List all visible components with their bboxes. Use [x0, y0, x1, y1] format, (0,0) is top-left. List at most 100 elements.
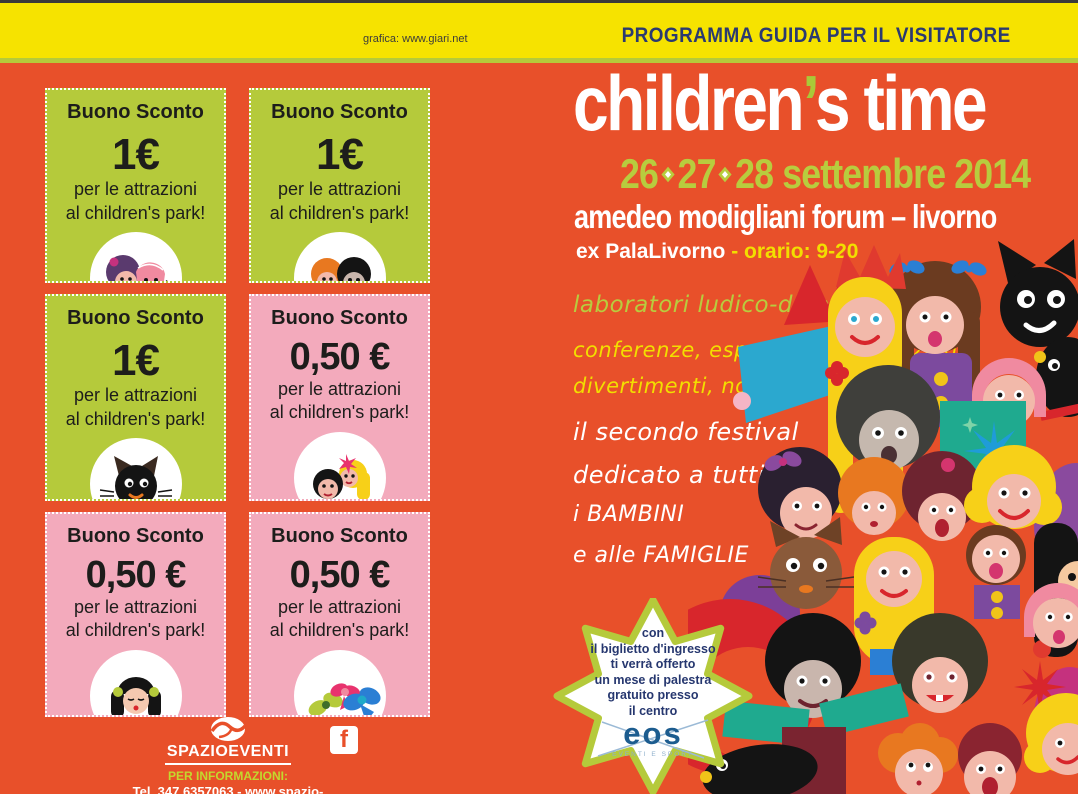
eos-logo: eos EVENTI E SPORT: [548, 716, 758, 759]
tagline-famiglie: e alle FAMIGLIE: [573, 543, 749, 568]
venue-detail-hours: - orario: 9-20: [725, 240, 859, 263]
coupon-title: Buono Sconto: [67, 307, 204, 329]
coupon-title: Buono Sconto: [271, 525, 408, 547]
event-title-main: children: [573, 59, 805, 147]
date-28: 28: [735, 150, 774, 197]
promo-line: con: [641, 626, 665, 640]
black-afro-kid-teal-arms: [722, 613, 909, 794]
event-venue-text: amedeo modigliani forum – livorno: [574, 198, 997, 235]
venue-detail-bold: ex PalaLivorno: [576, 240, 726, 263]
maroon-curly-kid: [902, 451, 982, 541]
promo-line: il biglietto d'ingresso: [590, 641, 716, 656]
black-dog-right: [1034, 337, 1078, 421]
diamond-separator-icon: [661, 167, 675, 183]
tagline-secondo-festival: il secondo festival: [573, 418, 799, 446]
brand-row: SPAZIOEVENTI f: [128, 716, 358, 760]
brand-underline: [165, 763, 291, 765]
coupon-line2: al children's park!: [65, 408, 206, 429]
info-label: PER INFORMAZIONI:: [168, 769, 288, 783]
orange-and-black-afro-faces-icon: [293, 231, 386, 281]
eos-logo-text: eos: [623, 716, 683, 751]
black-cat: [998, 239, 1078, 347]
orange-curly-bottom-kid: [878, 723, 958, 794]
coupon-line2: al children's park!: [269, 402, 410, 423]
eos-rays-icon: [597, 719, 709, 759]
purple-bow-kid: [758, 447, 842, 539]
promo-star: [546, 596, 760, 794]
contact-info: Tel. 347 6357063 - www.spazio-eventi.it: [132, 784, 324, 794]
brand-name: SPAZIOEVENTI: [166, 743, 290, 760]
coupon-line1: per le attrazioni: [277, 378, 402, 399]
black-cat-face-icon: [89, 437, 182, 499]
header-title-text: PROGRAMMA GUIDA PER IL VISITATORE: [621, 24, 1011, 47]
event-title: children’s time: [573, 64, 1076, 142]
coupon-title: Buono Sconto: [271, 101, 408, 123]
purple-shirt-kid: [966, 525, 1026, 619]
coupon-line2: al children's park!: [269, 620, 410, 641]
promo-line: un mese di palestra: [594, 672, 712, 687]
coupon-value: 1€: [316, 130, 364, 179]
orange-afro-kid: [838, 457, 910, 535]
promo-line: gratuito presso: [607, 688, 699, 702]
tagline-bambini: i BAMBINI: [573, 502, 685, 527]
three-bows-icon: [293, 649, 386, 715]
promo-line: ti verrà offerto: [610, 657, 696, 671]
blonde-girl-with-crown: [825, 245, 906, 513]
smiling-blonde-kid: [964, 445, 1062, 529]
facebook-icon: f: [330, 726, 358, 754]
coupon-grid: Buono Sconto 1€ per le attrazioni al chi…: [45, 88, 430, 717]
spazioeventi-swirl-icon: [210, 717, 247, 741]
event-title-rest: s time: [815, 59, 988, 147]
coupon-line1: per le attrazioni: [277, 596, 402, 617]
yellow-curly-kid-far-right: [1024, 693, 1078, 775]
crowd-illustration: [688, 239, 1078, 794]
coupon-line1: per le attrazioni: [73, 385, 198, 406]
coupon-1: Buono Sconto 1€ per le attrazioni al chi…: [45, 88, 226, 283]
two-girls-faces-icon: [89, 231, 182, 281]
diamond-separator-icon: [718, 167, 732, 183]
coupon-value: 0,50 €: [289, 554, 391, 596]
header-title: PROGRAMMA GUIDA PER IL VISITATORE: [560, 24, 1072, 48]
promo-star-text: con il biglietto d'ingresso ti verrà off…: [548, 626, 758, 719]
geisha-girl-face-icon: [89, 649, 182, 715]
top-yellow-band: [0, 0, 1078, 58]
coupon-title: Buono Sconto: [271, 307, 408, 329]
coupon-line1: per le attrazioni: [277, 179, 402, 200]
coupon-value: 1€: [112, 130, 160, 179]
event-dates: 26 27 28 settembre 2014: [620, 150, 1078, 198]
red-bob-kid-bottom: [958, 723, 1022, 794]
gray-face-afro-kid: [836, 365, 940, 470]
coupon-5: Buono Sconto 0,50 € per le attrazioni al…: [45, 512, 226, 717]
date-27: 27: [677, 150, 717, 197]
graphics-credit: grafica: www.giari.net: [363, 33, 468, 45]
brown-cat: [757, 517, 855, 609]
event-venue: amedeo modigliani forum – livorno: [574, 198, 1078, 236]
coupon-title: Buono Sconto: [67, 525, 204, 547]
coupon-6: Buono Sconto 0,50 € per le attrazioni al…: [249, 512, 430, 717]
coupon-4: Buono Sconto 0,50 € per le attrazioni al…: [249, 294, 430, 501]
coupon-value: 0,50 €: [289, 336, 391, 378]
date-month-year: settembre 2014: [782, 150, 1031, 197]
tagline-dedicato: dedicato a tutti: [573, 461, 765, 489]
coupon-line1: per le attrazioni: [73, 596, 198, 617]
event-title-apostrophe: ’: [802, 59, 817, 147]
footer: SPAZIOEVENTI f PER INFORMAZIONI: Tel. 34…: [128, 716, 358, 794]
coupon-line2: al children's park!: [65, 620, 206, 641]
coupon-line2: al children's park!: [269, 202, 410, 223]
coupon-line2: al children's park!: [65, 202, 206, 223]
coupon-value: 1€: [112, 336, 160, 385]
promo-line: il centro: [628, 703, 678, 718]
dark-afro-smiling-kid: [892, 613, 988, 713]
coupon-line1: per le attrazioni: [73, 179, 198, 200]
coupon-2: Buono Sconto 1€ per le attrazioni al chi…: [249, 88, 430, 283]
coupon-value: 0,50 €: [85, 554, 187, 596]
afro-kid-and-blonde-girl-icon: [293, 431, 386, 499]
date-26: 26: [620, 150, 659, 197]
star-shape-icon: [553, 596, 753, 794]
event-venue-detail: ex PalaLivorno - orario: 9-20: [576, 240, 858, 264]
coupon-title: Buono Sconto: [67, 101, 204, 123]
eos-logo-subtext: EVENTI E SPORT: [612, 751, 694, 758]
pink-bob-kid-lower: [1024, 583, 1078, 648]
coupon-3: Buono Sconto 1€ per le attrazioni al chi…: [45, 294, 226, 501]
